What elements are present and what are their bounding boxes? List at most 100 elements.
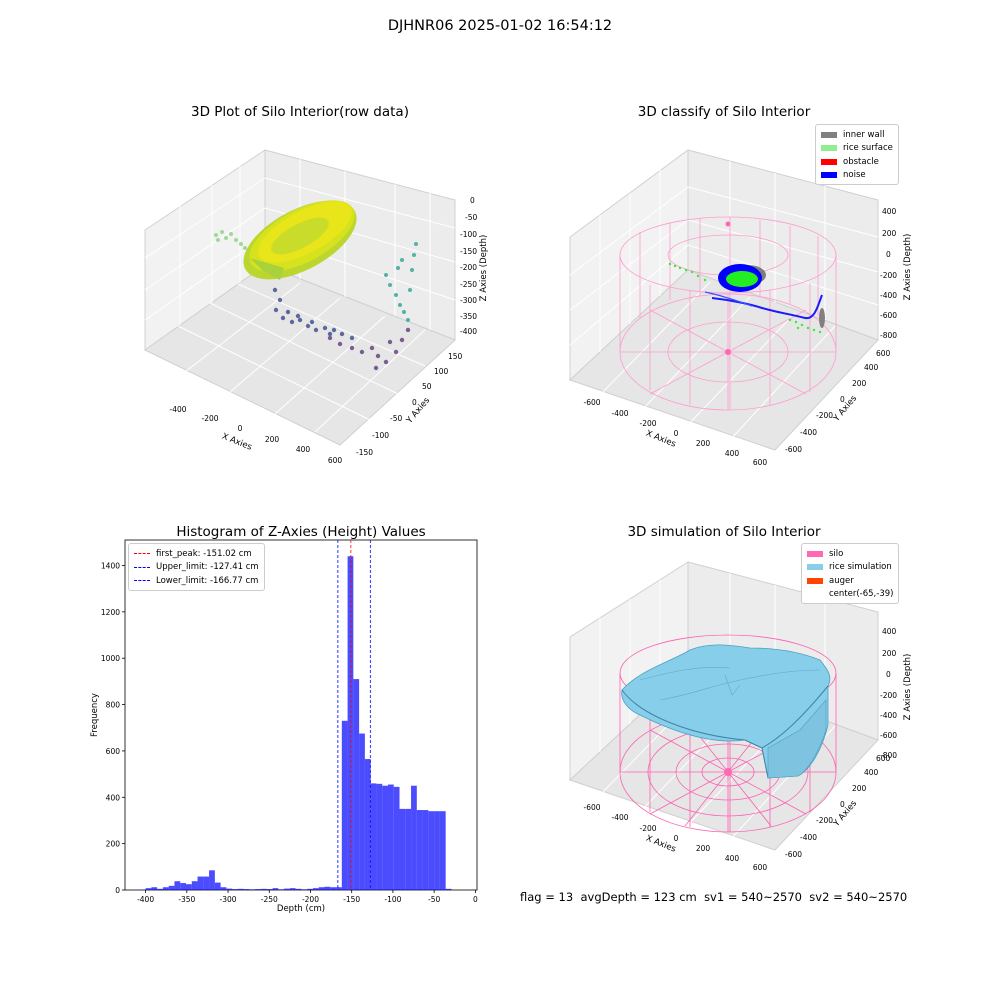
raw-ztick: -150 — [460, 247, 477, 256]
histogram-x-ticks: -400 -350 -300 -250 -200 -150 -100 -50 0 — [137, 890, 478, 904]
simulation-3d-plot: -600 -400 -200 0 200 400 600 X Axies -60… — [569, 561, 913, 872]
legend-item-noise: noise — [821, 169, 893, 183]
legend-swatch — [821, 172, 837, 179]
legend-item-rice-surface: rice surface — [821, 142, 893, 156]
classify-xtick: 600 — [753, 458, 768, 467]
simulation-bottom-center-marker — [724, 768, 732, 776]
legend-item-auger: auger — [807, 574, 893, 588]
legend-item-lower-limit: Lower_limit: -166.77 cm — [134, 574, 259, 588]
legend-label: inner wall — [843, 129, 885, 140]
histogram-bar — [376, 783, 383, 890]
status-flag: flag = 13 — [520, 890, 574, 904]
classify-y-ticks: -600 -400 -200 0 200 400 600 — [785, 349, 891, 454]
histogram-bar — [405, 808, 412, 890]
legend-label: first_peak: -151.02 cm — [156, 548, 252, 559]
classify-ytick: -600 — [785, 445, 802, 454]
raw-point-trail-right — [384, 242, 418, 322]
simulation-xtick: 600 — [753, 863, 768, 872]
status-sv2: sv2 = 540~2570 — [809, 890, 908, 904]
legend-item-center: center(-65,-39) — [807, 588, 893, 602]
histogram-ytick-label: 1000 — [101, 654, 120, 663]
classify-silo-wireframe — [619, 216, 837, 411]
histogram-xtick-label: -150 — [343, 895, 360, 904]
status-avg-depth: avgDepth = 123 cm — [580, 890, 697, 904]
histogram-bar — [353, 679, 360, 890]
raw-ztick: -300 — [460, 296, 477, 305]
raw-ztick: -50 — [465, 213, 477, 222]
histogram-ytick-label: 0 — [115, 886, 120, 895]
classify-ytick: 400 — [864, 363, 879, 372]
simulation-legend: silo rice simulation auger center(-65,-3… — [801, 543, 900, 604]
simulation-x-ticks: -600 -400 -200 0 200 400 600 — [583, 803, 767, 872]
histogram-x-label: Depth (cm) — [277, 904, 325, 914]
histogram-bar — [255, 889, 262, 890]
histogram-xtick-label: 0 — [473, 895, 478, 904]
simulation-rice-surface — [621, 644, 831, 779]
classify-noise-ring — [718, 264, 762, 292]
classify-y-label: Y Axies — [831, 393, 859, 424]
classify-ztick: -400 — [880, 291, 897, 300]
legend-line — [134, 580, 150, 582]
simulation-xtick: -200 — [639, 824, 656, 833]
raw-z-label: Z Axies (Depth) — [479, 235, 489, 302]
legend-swatch — [821, 131, 837, 138]
simulation-ztick: 200 — [882, 649, 897, 658]
classify-ytick: 0 — [840, 395, 845, 404]
histogram-bar — [174, 881, 181, 890]
raw-y-label: Y Axies — [404, 395, 432, 426]
raw-ytick: -150 — [356, 448, 373, 457]
histogram-plot: -400 -350 -300 -250 -200 -150 -100 -50 0 0 200 400… — [90, 539, 478, 914]
histogram-bar — [439, 811, 446, 890]
figure-title: DJHNR06 2025-01-02 16:54:12 — [387, 18, 613, 34]
raw-z-ticks: 0 -50 -100 -150 -200 -250 -300 -350 -400 — [460, 196, 477, 336]
histogram-bar — [151, 887, 158, 890]
simulation-ytick: 200 — [852, 784, 867, 793]
classify-xtick: -600 — [583, 398, 600, 407]
histogram-bar — [197, 876, 204, 890]
classify-ytick: 200 — [852, 379, 867, 388]
raw-x-ticks: -400 -200 0 200 400 600 — [169, 405, 342, 465]
simulation-z-label: Z Axies (Depth) — [903, 654, 913, 721]
legend-label: rice simulation — [829, 562, 892, 573]
simulation-xtick: 200 — [696, 844, 711, 853]
histogram-bar — [203, 876, 210, 890]
legend-item-first-peak: first_peak: -151.02 cm — [134, 547, 259, 561]
histogram-bar — [249, 889, 256, 890]
simulation-ztick: -800 — [880, 751, 897, 760]
raw-ztick: -200 — [460, 263, 477, 272]
histogram-bar — [312, 888, 319, 890]
histogram-bar — [168, 885, 175, 890]
classify-ytick: -200 — [816, 411, 833, 420]
histogram-title: Histogram of Z-Axies (Height) Values — [176, 524, 426, 540]
histogram-bar — [301, 889, 308, 890]
raw-xtick: -400 — [169, 405, 186, 414]
simulation-plot-title: 3D simulation of Silo Interior — [627, 524, 821, 540]
simulation-y-label: Y Axies — [831, 798, 859, 829]
legend-swatch — [821, 145, 837, 152]
simulation-ztick: 0 — [886, 670, 891, 679]
histogram-legend: first_peak: -151.02 cm Upper_limit: -127… — [128, 543, 265, 591]
legend-label: Lower_limit: -166.77 cm — [156, 575, 259, 586]
raw-ytick: 150 — [448, 352, 463, 361]
raw-ytick: -50 — [390, 414, 402, 423]
simulation-ztick: 400 — [882, 627, 897, 636]
raw-xtick: 0 — [238, 424, 243, 433]
simulation-ytick: -600 — [785, 850, 802, 859]
histogram-bar — [214, 882, 221, 890]
histogram-bar — [330, 887, 337, 890]
legend-label: obstacle — [843, 156, 879, 167]
raw-xtick: 200 — [265, 435, 280, 444]
legend-swatch — [807, 577, 823, 584]
histogram-bar — [307, 888, 313, 890]
raw-ytick: -100 — [372, 431, 389, 440]
raw-ytick: 50 — [422, 382, 432, 391]
histogram-bar — [226, 888, 233, 890]
classify-legend: inner wall rice surface obstacle noise — [815, 124, 899, 185]
histogram-y-ticks: 0 200 400 600 800 1000 1200 1400 — [101, 561, 125, 895]
histogram-bar — [180, 883, 187, 890]
classify-xtick: -200 — [639, 419, 656, 428]
simulation-ytick: -400 — [800, 833, 817, 842]
classify-bottom-center-marker — [725, 349, 731, 355]
histogram-bar — [341, 720, 348, 890]
simulation-ytick: 600 — [876, 754, 891, 763]
